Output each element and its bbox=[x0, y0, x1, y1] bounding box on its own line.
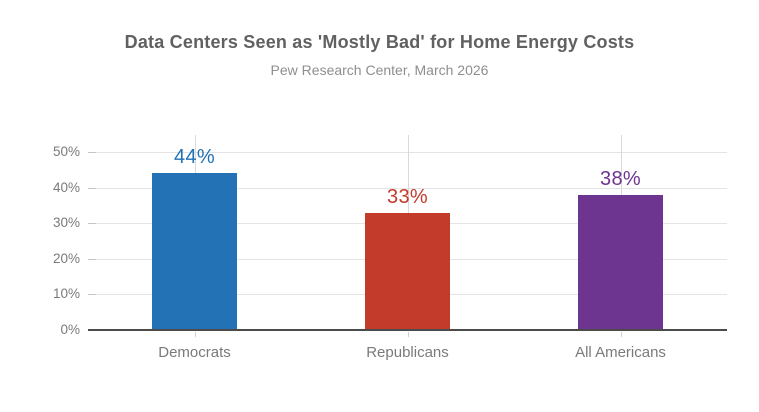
bar-value-label: 38% bbox=[600, 167, 641, 190]
chart-title: Data Centers Seen as 'Mostly Bad' for Ho… bbox=[124, 32, 635, 52]
y-axis-tick bbox=[88, 187, 96, 189]
y-axis-tick bbox=[88, 223, 96, 225]
y-axis-tick bbox=[88, 294, 96, 296]
x-axis-category-label: All Americans bbox=[575, 344, 666, 361]
bar bbox=[365, 212, 450, 330]
y-axis-tick bbox=[88, 258, 96, 260]
chart-subtitle: Pew Research Center, March 2026 bbox=[270, 62, 489, 78]
y-axis-tick-label: 40% bbox=[52, 179, 80, 195]
y-axis-tick-label: 10% bbox=[52, 286, 80, 302]
y-axis-tick-label: 50% bbox=[52, 144, 80, 159]
y-axis-tick-label: 30% bbox=[52, 215, 80, 231]
x-axis-line bbox=[88, 329, 727, 331]
bar bbox=[152, 173, 237, 330]
x-axis-category-label: Republicans bbox=[366, 344, 449, 361]
x-axis-category-label: Democrats bbox=[158, 344, 231, 361]
y-axis-tick-label: 0% bbox=[60, 322, 80, 337]
x-axis-tick bbox=[194, 332, 196, 337]
y-axis-tick bbox=[88, 152, 96, 153]
x-axis-tick bbox=[407, 332, 409, 337]
bar-value-label: 33% bbox=[387, 185, 428, 208]
bar-value-label: 44% bbox=[174, 146, 215, 169]
y-axis-tick-label: 20% bbox=[52, 250, 80, 266]
bar bbox=[578, 194, 663, 330]
x-axis-tick bbox=[620, 332, 622, 337]
